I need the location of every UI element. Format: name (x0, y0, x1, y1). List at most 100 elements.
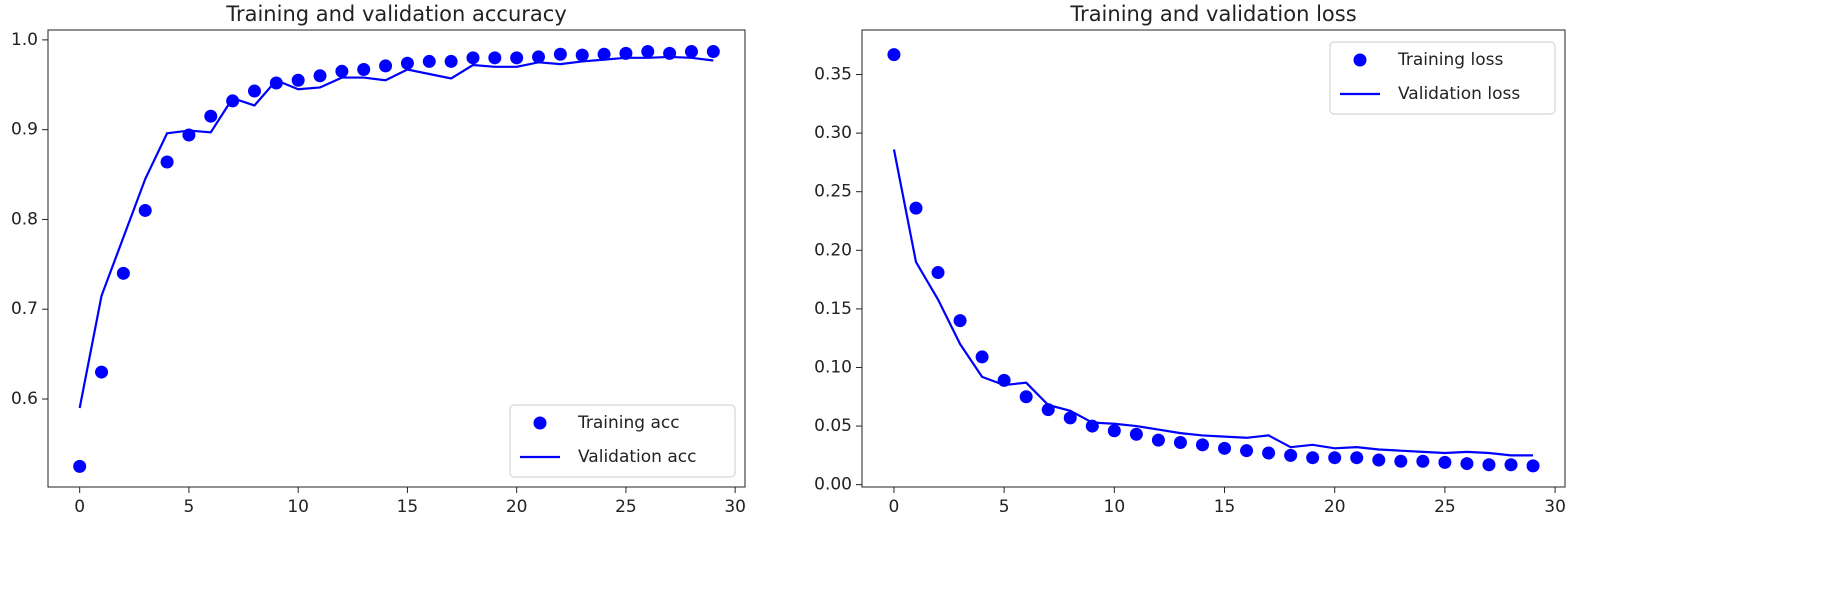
x-tick-label: 30 (724, 497, 746, 517)
legend: Training loss Validation loss (1329, 41, 1556, 115)
data-point (1350, 451, 1364, 465)
data-point (291, 73, 305, 87)
chart-title: Training and validation loss (1069, 2, 1356, 26)
data-point (95, 365, 109, 379)
data-point (1173, 435, 1187, 449)
y-tick-label: 0.30 (814, 123, 852, 143)
legend-marker (533, 416, 547, 430)
data-point (619, 46, 633, 60)
data-point (422, 54, 436, 68)
data-point (975, 350, 989, 364)
data-point (1195, 438, 1209, 452)
plot-frame (861, 29, 1566, 488)
data-point (313, 69, 327, 83)
legend-label: Validation acc (578, 447, 696, 467)
data-point (379, 59, 393, 73)
data-point (1438, 455, 1452, 469)
data-point (641, 45, 655, 59)
data-point (400, 56, 414, 70)
data-point (357, 63, 371, 77)
y-tick-label: 0.00 (814, 475, 852, 495)
y-tick-label: 0.15 (814, 299, 852, 319)
data-point (1240, 444, 1254, 458)
data-point (1394, 454, 1408, 468)
x-tick-label: 30 (1544, 497, 1566, 517)
x-tick-label: 25 (1434, 497, 1456, 517)
data-point (1306, 451, 1320, 465)
data-point (247, 84, 261, 98)
y-tick-label: 0.05 (814, 416, 852, 436)
legend-label: Training loss (1397, 50, 1503, 70)
data-point (1482, 458, 1496, 472)
data-point (138, 203, 152, 217)
data-point (597, 47, 611, 61)
data-point (488, 51, 502, 65)
data-point (553, 47, 567, 61)
data-point (1416, 454, 1430, 468)
x-tick-label: 10 (287, 497, 309, 517)
data-point (1460, 457, 1474, 471)
data-point (1328, 451, 1342, 465)
data-point (1526, 459, 1540, 473)
x-tick-label: 5 (184, 497, 195, 517)
y-tick-label: 0.25 (814, 182, 852, 202)
data-point (466, 51, 480, 65)
data-point (444, 54, 458, 68)
data-point (931, 266, 945, 280)
x-tick-label: 0 (889, 497, 900, 517)
data-point (1129, 427, 1143, 441)
data-point (160, 155, 174, 169)
x-tick-label: 20 (506, 497, 528, 517)
data-point (706, 45, 720, 59)
x-tick-label: 5 (999, 497, 1010, 517)
subplot: Training and validation loss 0 5 10 15 20 25 30… (814, 2, 1566, 517)
legend-frame (1329, 41, 1556, 115)
y-tick-label: 0.35 (814, 65, 852, 85)
data-point (684, 45, 698, 59)
data-point (73, 459, 87, 473)
data-point (575, 48, 589, 62)
x-tick-label: 20 (1324, 497, 1346, 517)
data-point (909, 201, 923, 215)
legend-label: Validation loss (1398, 84, 1520, 104)
data-point (510, 51, 524, 65)
data-point (204, 109, 218, 123)
y-tick-label: 0.7 (11, 299, 38, 319)
data-point (1372, 453, 1386, 467)
x-tick-label: 10 (1104, 497, 1126, 517)
chart-title: Training and validation accuracy (225, 2, 567, 26)
y-tick-label: 1.0 (11, 30, 38, 50)
data-point (1019, 390, 1033, 404)
y-tick-label: 0.8 (11, 209, 38, 229)
data-point (1504, 458, 1518, 472)
legend-frame (509, 404, 736, 478)
data-point (953, 314, 967, 328)
x-tick-label: 0 (74, 497, 85, 517)
y-tick-label: 0.20 (814, 240, 852, 260)
y-tick-label: 0.10 (814, 357, 852, 377)
data-point (1262, 446, 1276, 460)
legend-label: Training acc (577, 413, 680, 433)
subplot: Training and validation accuracy 0 5 10 15 20… (11, 2, 746, 517)
data-point (1063, 411, 1077, 425)
x-tick-label: 15 (1214, 497, 1236, 517)
data-point (887, 48, 901, 62)
y-tick-label: 0.9 (11, 120, 38, 140)
data-line (78, 55, 714, 409)
data-point (532, 50, 546, 64)
legend-marker (1353, 53, 1367, 67)
x-tick-label: 15 (397, 497, 419, 517)
data-point (269, 76, 283, 90)
data-point (1151, 433, 1165, 447)
y-tick-label: 0.6 (11, 389, 38, 409)
data-point (335, 64, 349, 78)
data-point (1107, 424, 1121, 438)
data-point (116, 266, 130, 280)
legend: Training acc Validation acc (509, 404, 736, 478)
data-line (892, 149, 1534, 457)
plot-frame (47, 29, 746, 488)
data-point (1284, 448, 1298, 462)
x-tick-label: 25 (615, 497, 637, 517)
data-point (1218, 441, 1232, 455)
